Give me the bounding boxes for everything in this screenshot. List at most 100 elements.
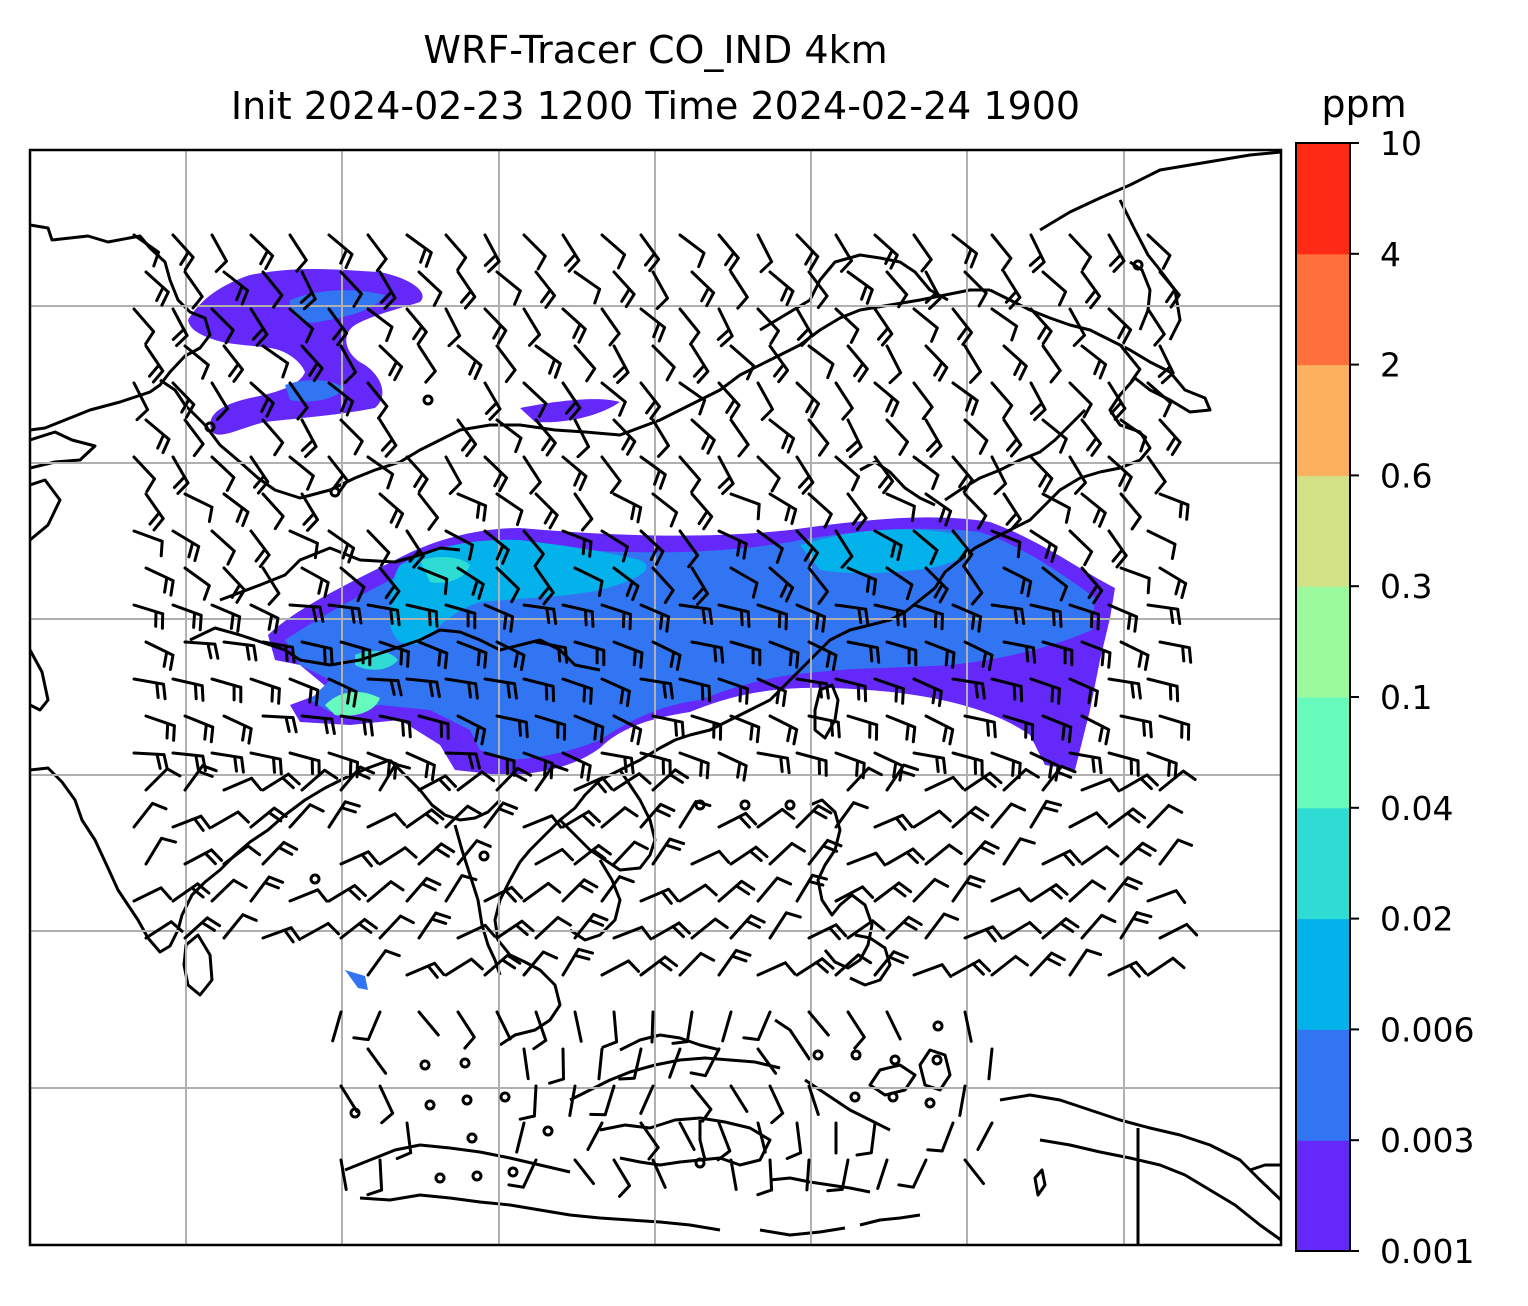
wind-barb xyxy=(456,492,488,522)
wind-barb xyxy=(729,344,756,381)
colorbar-segment xyxy=(1296,253,1350,366)
wind-barb xyxy=(144,767,182,792)
wind-barb xyxy=(534,916,572,940)
wind-barb xyxy=(327,884,367,903)
wind-barb xyxy=(885,344,903,385)
wind-barb xyxy=(222,776,263,792)
wind-barb xyxy=(532,1010,548,1051)
wind-barb xyxy=(1158,769,1197,792)
wind-barb xyxy=(366,603,401,627)
wind-barb xyxy=(589,1084,616,1117)
wind-barb xyxy=(651,566,675,605)
wind-barb xyxy=(249,603,280,634)
wind-barb xyxy=(1119,841,1157,866)
wind-barb xyxy=(1107,876,1143,903)
wind-barb xyxy=(222,344,244,383)
wind-barb xyxy=(924,566,949,604)
wind-barb xyxy=(717,381,741,420)
calm-wind-marker xyxy=(1132,259,1144,271)
colorbar-segment xyxy=(1296,475,1350,587)
wind-barb xyxy=(366,529,391,567)
colorbar-segment xyxy=(1296,143,1350,255)
wind-barb xyxy=(1029,603,1063,628)
wind-barb xyxy=(600,959,641,977)
wind-barb xyxy=(132,603,165,630)
wind-barb xyxy=(639,955,679,977)
wind-barb xyxy=(795,751,828,777)
wind-barb xyxy=(417,270,443,307)
wind-barb xyxy=(222,640,258,662)
wind-barb xyxy=(261,926,302,944)
wind-barb xyxy=(756,807,796,829)
wind-barb xyxy=(417,911,452,940)
wind-barb xyxy=(600,455,622,495)
wind-barb xyxy=(522,603,558,626)
colorbar-tick-label: 0.04 xyxy=(1380,789,1453,828)
wind-barb xyxy=(807,838,843,866)
wind-barb xyxy=(834,529,854,569)
wind-barb xyxy=(366,1158,384,1197)
wind-barb xyxy=(729,418,750,458)
wind-barb xyxy=(483,381,502,421)
wind-barb xyxy=(573,492,594,532)
wind-barb xyxy=(963,840,1000,866)
wind-barb xyxy=(1158,492,1190,521)
wind-barb xyxy=(795,957,835,977)
wind-barb xyxy=(1029,381,1047,422)
wind-barb xyxy=(1158,640,1193,664)
wind-barb xyxy=(300,492,319,532)
wind-barb xyxy=(534,848,574,866)
wind-barb xyxy=(846,640,881,664)
wind-barb xyxy=(600,233,627,270)
wind-barb xyxy=(678,883,718,903)
wind-barb xyxy=(768,640,800,669)
wind-barb xyxy=(951,307,973,346)
wind-barb xyxy=(144,714,176,742)
wind-barb xyxy=(366,677,403,697)
wind-barb xyxy=(288,677,320,707)
wind-barb xyxy=(210,810,250,829)
wind-barb xyxy=(639,1084,655,1115)
wind-barb xyxy=(690,640,725,664)
wind-barb xyxy=(1041,714,1073,744)
wind-barb xyxy=(1107,455,1133,492)
wind-barb xyxy=(990,603,1026,626)
wind-barb xyxy=(483,801,519,829)
wind-barb xyxy=(873,455,895,495)
wind-barb xyxy=(183,270,204,310)
wind-barb xyxy=(132,233,161,268)
wind-barb xyxy=(756,1047,778,1075)
wind-barb xyxy=(597,1047,604,1081)
wind-barb xyxy=(717,455,735,496)
wind-barb xyxy=(144,566,175,597)
wind-barb xyxy=(1107,603,1139,633)
wind-barb xyxy=(444,307,462,348)
wind-barb xyxy=(573,418,591,459)
wind-barb xyxy=(405,529,425,569)
wind-barb xyxy=(742,1010,772,1042)
wind-barb xyxy=(807,566,829,605)
wind-barb xyxy=(1041,418,1068,454)
calm-wind-marker xyxy=(424,1099,436,1111)
wind-barb xyxy=(444,677,479,700)
wind-barb xyxy=(144,270,170,307)
wind-barb xyxy=(1158,270,1181,309)
wind-barb xyxy=(586,1121,604,1151)
wind-barb xyxy=(612,344,630,385)
wind-barb xyxy=(1146,381,1173,418)
wind-barb xyxy=(729,640,762,667)
wind-barb xyxy=(495,344,517,384)
wind-barb xyxy=(678,751,710,780)
calm-wind-marker xyxy=(478,850,490,862)
calm-wind-marker xyxy=(924,1097,936,1109)
wind-barb xyxy=(612,1158,631,1198)
wind-barb xyxy=(600,875,635,903)
wind-barb xyxy=(885,492,916,523)
wind-barb xyxy=(885,418,909,456)
wind-barb xyxy=(249,529,271,569)
calm-wind-marker xyxy=(204,421,216,433)
colorbar-segment xyxy=(1296,807,1350,920)
wind-barb xyxy=(1146,529,1177,560)
colorbar-unit-label: ppm xyxy=(1321,82,1407,126)
wind-barb xyxy=(417,774,458,792)
